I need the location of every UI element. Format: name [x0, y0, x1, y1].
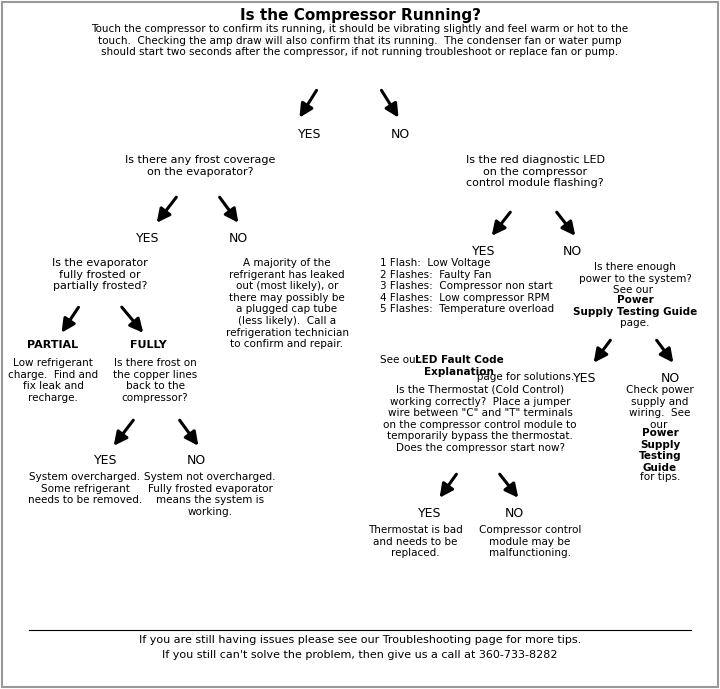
Text: Is there enough
power to the system?
See our: Is there enough power to the system? See… [579, 262, 691, 295]
Text: Is the Compressor Running?: Is the Compressor Running? [240, 8, 480, 23]
Text: Is the Thermostat (Cold Control)
working correctly?  Place a jumper
wire between: Is the Thermostat (Cold Control) working… [383, 385, 577, 453]
Text: Low refrigerant
charge.  Find and
fix leak and
recharge.: Low refrigerant charge. Find and fix lea… [8, 358, 98, 403]
Text: YES: YES [94, 454, 118, 467]
Text: If you are still having issues please see our Troubleshooting page for more tips: If you are still having issues please se… [139, 635, 581, 645]
Text: page for solutions.: page for solutions. [415, 372, 575, 382]
Text: YES: YES [298, 128, 322, 141]
Text: NO: NO [660, 372, 680, 385]
Text: Thermostat is bad
and needs to be
replaced.: Thermostat is bad and needs to be replac… [368, 525, 462, 558]
Text: NO: NO [562, 245, 582, 258]
Text: Is there any frost coverage
on the evaporator?: Is there any frost coverage on the evapo… [125, 155, 275, 176]
Text: YES: YES [472, 245, 496, 258]
Text: NO: NO [228, 232, 248, 245]
Text: Is the red diagnostic LED
on the compressor
control module flashing?: Is the red diagnostic LED on the compres… [466, 155, 605, 188]
Text: Touch the compressor to confirm its running, it should be vibrating slightly and: Touch the compressor to confirm its runn… [91, 24, 629, 57]
Text: for tips.: for tips. [640, 472, 680, 482]
Text: NO: NO [505, 507, 523, 520]
Text: Compressor control
module may be
malfunctioning.: Compressor control module may be malfunc… [479, 525, 581, 558]
Text: System overcharged.
Some refrigerant
needs to be removed.: System overcharged. Some refrigerant nee… [28, 472, 142, 505]
Text: YES: YES [418, 507, 442, 520]
Text: Check power
supply and
wiring.  See
our: Check power supply and wiring. See our [626, 385, 694, 430]
Text: Is there frost on
the copper lines
back to the
compressor?: Is there frost on the copper lines back … [113, 358, 197, 403]
Text: If you still can't solve the problem, then give us a call at 360-733-8282: If you still can't solve the problem, th… [162, 650, 558, 660]
Text: PARTIAL: PARTIAL [27, 340, 78, 350]
Text: System not overcharged.
Fully frosted evaporator
means the system is
working.: System not overcharged. Fully frosted ev… [144, 472, 276, 517]
Text: NO: NO [390, 128, 410, 141]
Text: 1 Flash:  Low Voltage
2 Flashes:  Faulty Fan
3 Flashes:  Compressor non start
4 : 1 Flash: Low Voltage 2 Flashes: Faulty F… [380, 258, 554, 314]
Text: YES: YES [136, 232, 160, 245]
Text: Power
Supply Testing Guide: Power Supply Testing Guide [573, 295, 697, 317]
Text: A majority of the
refrigerant has leaked
out (most likely), or
there may possibl: A majority of the refrigerant has leaked… [225, 258, 348, 349]
Text: See our: See our [380, 355, 423, 365]
Text: FULLY: FULLY [130, 340, 166, 350]
Text: NO: NO [186, 454, 206, 467]
Text: page.: page. [621, 318, 649, 328]
Text: YES: YES [573, 372, 597, 385]
Text: Is the evaporator
fully frosted or
partially frosted?: Is the evaporator fully frosted or parti… [52, 258, 148, 291]
Text: LED Fault Code
Explanation: LED Fault Code Explanation [415, 355, 504, 377]
Text: Power
Supply
Testing
Guide: Power Supply Testing Guide [639, 428, 681, 473]
